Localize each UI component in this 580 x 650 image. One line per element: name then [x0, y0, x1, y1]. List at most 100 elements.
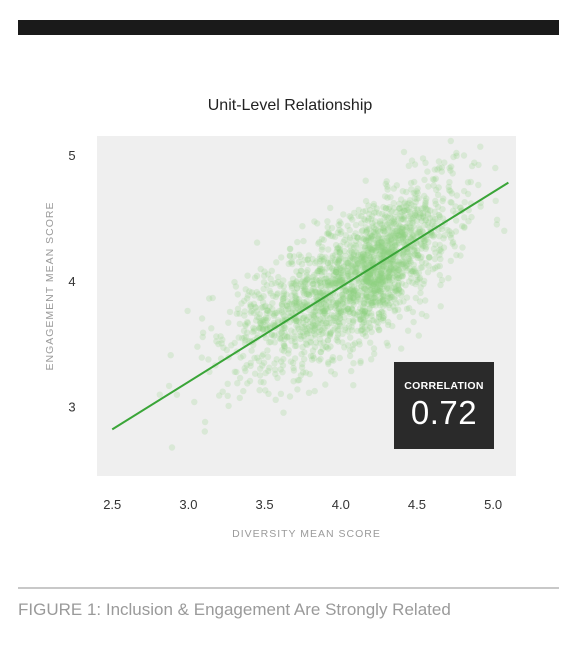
data-point	[421, 192, 428, 200]
data-point	[406, 265, 413, 272]
data-point	[278, 335, 285, 342]
data-point	[371, 298, 379, 306]
data-point	[341, 262, 348, 270]
data-point	[353, 249, 360, 256]
data-point	[247, 303, 254, 311]
data-point	[311, 304, 318, 311]
data-point	[421, 237, 428, 244]
data-point	[345, 308, 353, 316]
data-point	[293, 301, 300, 308]
data-point	[349, 216, 356, 223]
data-point	[378, 308, 385, 316]
data-point	[439, 197, 446, 205]
data-point	[299, 343, 306, 351]
data-point	[414, 252, 421, 259]
data-point	[264, 321, 271, 329]
data-point	[400, 232, 407, 239]
data-point	[386, 266, 393, 273]
data-point	[384, 234, 391, 241]
data-point	[382, 247, 389, 254]
data-point	[285, 333, 293, 340]
data-point	[289, 305, 296, 312]
data-point	[422, 199, 429, 207]
data-point	[231, 368, 238, 375]
data-point	[424, 206, 432, 213]
data-point	[320, 236, 327, 244]
data-point	[356, 298, 363, 306]
data-point	[327, 204, 334, 212]
data-point	[259, 303, 266, 311]
data-point	[302, 321, 309, 328]
data-point	[398, 289, 406, 296]
data-point	[253, 308, 261, 315]
data-point	[322, 301, 330, 309]
data-point	[419, 228, 426, 235]
data-point	[220, 344, 227, 351]
data-point	[337, 250, 344, 257]
data-point	[278, 309, 286, 316]
data-point	[244, 380, 251, 387]
data-point	[309, 311, 317, 318]
data-point	[398, 226, 406, 233]
data-point	[384, 186, 391, 193]
data-point	[408, 201, 415, 208]
data-point	[317, 289, 324, 297]
data-point	[336, 218, 343, 225]
data-point	[251, 370, 259, 377]
data-point	[365, 274, 372, 281]
data-point	[389, 244, 396, 251]
data-point	[365, 282, 372, 290]
data-point	[370, 301, 377, 309]
data-point	[386, 237, 394, 245]
data-point	[378, 270, 385, 277]
data-point	[314, 281, 321, 288]
data-point	[247, 359, 254, 367]
data-point	[422, 245, 429, 252]
data-point	[329, 280, 336, 287]
data-point	[379, 276, 386, 283]
data-point	[236, 394, 243, 402]
data-point	[386, 304, 393, 312]
data-point	[323, 343, 330, 351]
data-point	[341, 307, 348, 314]
data-point	[334, 260, 341, 267]
data-point	[436, 164, 443, 171]
data-point	[385, 284, 392, 292]
data-point	[336, 246, 343, 253]
data-point	[419, 264, 426, 271]
data-point	[436, 251, 443, 259]
data-point	[312, 339, 320, 346]
data-point	[332, 275, 340, 282]
data-point	[372, 299, 380, 306]
data-point	[368, 247, 375, 254]
data-point	[374, 244, 381, 251]
data-point	[396, 261, 403, 268]
data-point	[404, 327, 412, 334]
data-point	[363, 275, 371, 282]
data-point	[267, 290, 274, 297]
data-point	[301, 291, 308, 298]
data-point	[329, 298, 337, 306]
data-point	[281, 344, 288, 351]
data-point	[364, 277, 372, 284]
data-point	[318, 327, 325, 334]
data-point	[358, 228, 365, 235]
data-point	[347, 262, 354, 269]
data-point	[317, 290, 324, 297]
data-point	[379, 224, 386, 232]
data-point	[390, 199, 397, 207]
data-point	[344, 262, 352, 270]
data-point	[403, 206, 410, 213]
data-point	[405, 162, 412, 169]
data-point	[342, 256, 349, 264]
data-point	[445, 275, 452, 282]
data-point	[286, 252, 293, 259]
data-point	[325, 283, 333, 290]
data-point	[376, 272, 383, 280]
data-point	[386, 204, 393, 211]
data-point	[401, 214, 408, 221]
data-point	[300, 283, 307, 290]
data-point	[323, 330, 330, 337]
data-point	[408, 216, 415, 223]
data-point	[242, 337, 249, 344]
